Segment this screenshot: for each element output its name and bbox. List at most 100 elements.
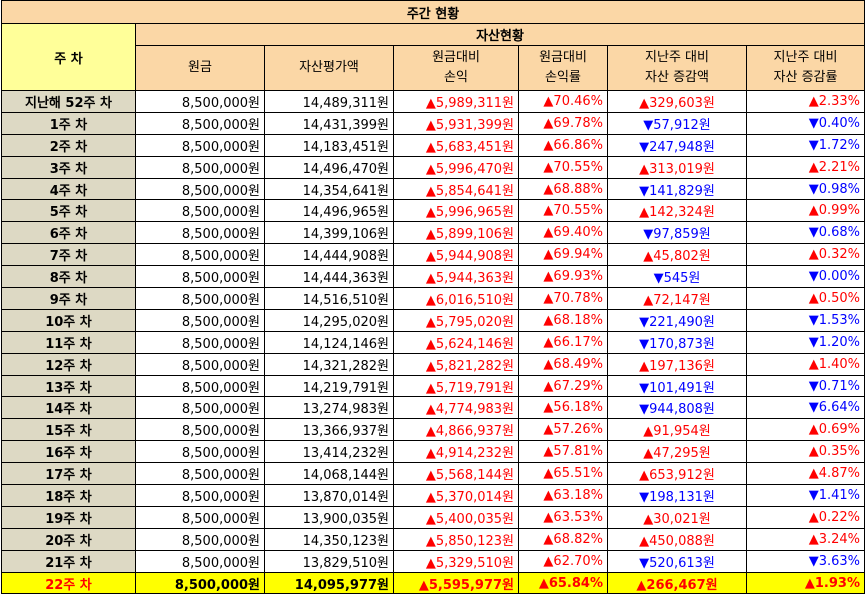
asset-value-cell: 14,516,510원 bbox=[264, 287, 394, 310]
profit-loss-rate-cell: ▲69.94% bbox=[518, 243, 608, 267]
week-label: 지난해 52주 차 bbox=[1, 90, 136, 113]
table-row: 20주 차 8,500,000원 14,350,123원 ▲5,850,123원 ▲68… bbox=[1, 527, 865, 551]
weekly-change-cell-value: 313,019원 bbox=[649, 161, 715, 177]
profit-loss-rate-cell-value: 69.78% bbox=[553, 115, 603, 131]
weekly-change-cell: ▼247,948원 bbox=[607, 133, 747, 157]
table-row: 8주 차 8,500,000원 14,444,363원 ▲5,944,363원 ▲69.… bbox=[1, 265, 865, 289]
profit-loss-cell: ▲5,595,977원 bbox=[393, 571, 519, 595]
profit-loss-cell-value: 5,795,020원 bbox=[435, 314, 514, 330]
down-arrow-icon: ▼ bbox=[808, 115, 819, 131]
asset-value-cell: 14,444,363원 bbox=[264, 265, 394, 289]
up-arrow-icon: ▲ bbox=[418, 577, 429, 593]
asset-value-cell: 14,068,144원 bbox=[264, 462, 394, 486]
profit-loss-cell-value: 4,866,937원 bbox=[435, 424, 514, 440]
table-row: 16주 차 8,500,000원 13,414,232원 ▲4,914,232원 ▲57… bbox=[1, 440, 865, 464]
up-arrow-icon: ▲ bbox=[543, 225, 554, 241]
profit-loss-cell: ▲5,370,014원 bbox=[393, 484, 519, 507]
weekly-change-cell-value: 329,603원 bbox=[649, 95, 715, 111]
table-row: 12주 차 8,500,000원 14,321,282원 ▲5,821,282원 ▲68… bbox=[1, 352, 865, 376]
profit-loss-cell-value: 5,568,144원 bbox=[435, 468, 514, 484]
week-label: 6주 차 bbox=[1, 221, 136, 245]
profit-loss-rate-cell-value: 70.46% bbox=[553, 93, 603, 109]
down-arrow-icon: ▼ bbox=[639, 139, 650, 155]
weekly-change-rate-cell-value: 0.22% bbox=[818, 509, 860, 525]
weekly-change-rate-cell: ▲1.93% bbox=[746, 571, 865, 595]
principal-cell: 8,500,000원 bbox=[135, 177, 265, 201]
asset-value-cell: 14,124,146원 bbox=[264, 330, 394, 354]
table-row: 19주 차 8,500,000원 13,900,035원 ▲5,400,035원 ▲63… bbox=[1, 505, 865, 529]
table-row: 17주 차 8,500,000원 14,068,144원 ▲5,568,144원 ▲65… bbox=[1, 462, 865, 486]
weekly-change-cell: ▲197,136원 bbox=[607, 352, 747, 376]
profit-loss-cell: ▲4,866,937원 bbox=[393, 418, 519, 442]
weekly-change-rate-cell: ▼6.64% bbox=[746, 396, 865, 420]
up-arrow-icon: ▲ bbox=[425, 511, 436, 527]
weekly-change-cell-value: 545원 bbox=[663, 271, 701, 287]
profit-loss-cell-value: 5,850,123원 bbox=[435, 533, 514, 549]
up-arrow-icon: ▲ bbox=[639, 533, 650, 549]
profit-loss-cell: ▲4,914,232원 bbox=[393, 440, 519, 464]
down-arrow-icon: ▼ bbox=[808, 137, 819, 153]
profit-loss-rate-cell-value: 63.53% bbox=[553, 509, 603, 525]
profit-loss-rate-cell: ▲68.82% bbox=[518, 527, 608, 551]
profit-loss-cell-value: 5,821,282원 bbox=[435, 358, 514, 374]
profit-loss-cell: ▲5,329,510원 bbox=[393, 549, 519, 573]
profit-loss-rate-cell: ▲65.51% bbox=[518, 462, 608, 486]
profit-loss-cell-value: 5,989,311원 bbox=[435, 95, 514, 111]
profit-loss-cell-value: 6,016,510원 bbox=[435, 292, 514, 308]
down-arrow-icon: ▼ bbox=[808, 269, 819, 285]
up-arrow-icon: ▲ bbox=[425, 183, 436, 199]
principal-cell: 8,500,000원 bbox=[135, 243, 265, 267]
weekly-change-cell-value: 101,491원 bbox=[649, 380, 715, 396]
weekly-change-cell-value: 97,859원 bbox=[653, 227, 711, 243]
asset-value-cell: 14,496,965원 bbox=[264, 199, 394, 223]
profit-loss-cell: ▲5,850,123원 bbox=[393, 527, 519, 551]
weekly-change-rate-cell-value: 0.40% bbox=[818, 115, 860, 131]
up-arrow-icon: ▲ bbox=[543, 269, 554, 285]
weekly-change-cell-value: 944,808원 bbox=[649, 402, 715, 418]
profit-loss-cell-value: 5,624,146원 bbox=[435, 336, 514, 352]
down-arrow-icon: ▼ bbox=[808, 312, 819, 328]
up-arrow-icon: ▲ bbox=[643, 292, 654, 308]
weekly-change-rate-cell: ▼0.68% bbox=[746, 221, 865, 245]
profit-loss-rate-cell: ▲66.17% bbox=[518, 330, 608, 354]
week-label: 7주 차 bbox=[1, 243, 136, 267]
up-arrow-icon: ▲ bbox=[543, 487, 554, 503]
weekly-change-cell-value: 247,948원 bbox=[649, 139, 715, 155]
weekly-change-cell: ▲91,954원 bbox=[607, 418, 747, 442]
table-row: 14주 차 8,500,000원 13,274,983원 ▲4,774,983원 ▲56… bbox=[1, 396, 865, 420]
up-arrow-icon: ▲ bbox=[543, 400, 554, 416]
weekly-change-rate-cell-value: 1.20% bbox=[818, 334, 860, 350]
profit-loss-rate-cell: ▲63.53% bbox=[518, 505, 608, 529]
weekly-change-cell-value: 91,954원 bbox=[653, 424, 711, 440]
asset-value-cell: 14,095,977원 bbox=[264, 571, 394, 595]
up-arrow-icon: ▲ bbox=[425, 161, 436, 177]
weekly-change-cell-value: 30,021원 bbox=[653, 511, 711, 527]
weekly-change-cell: ▼944,808원 bbox=[607, 396, 747, 420]
table-row: 15주 차 8,500,000원 13,366,937원 ▲4,866,937원 ▲57… bbox=[1, 418, 865, 442]
up-arrow-icon: ▲ bbox=[543, 444, 554, 460]
weekly-change-rate-cell: ▲0.22% bbox=[746, 505, 865, 529]
weekly-change-rate-cell-value: 0.71% bbox=[818, 378, 860, 394]
weekly-change-rate-cell: ▲3.24% bbox=[746, 527, 865, 551]
weekly-change-header: 지난주 대비 자산 증감액 bbox=[607, 45, 747, 91]
weekly-change-cell-value: 653,912원 bbox=[649, 468, 715, 484]
profit-loss-cell: ▲5,996,470원 bbox=[393, 155, 519, 179]
week-label: 12주 차 bbox=[1, 352, 136, 376]
weekly-change-rate-cell: ▲0.69% bbox=[746, 418, 865, 442]
asset-value-cell: 14,354,641원 bbox=[264, 177, 394, 201]
weekly-change-cell-value: 47,295원 bbox=[653, 446, 711, 462]
profit-loss-cell: ▲5,854,641원 bbox=[393, 177, 519, 201]
profit-loss-rate-cell-value: 66.86% bbox=[553, 137, 603, 153]
profit-loss-cell: ▲5,683,451원 bbox=[393, 133, 519, 157]
weekly-change-rate-cell: ▼0.71% bbox=[746, 374, 865, 398]
profit-loss-rate-cell: ▲65.84% bbox=[518, 571, 608, 595]
principal-cell: 8,500,000원 bbox=[135, 330, 265, 354]
asset-value-cell: 13,870,014원 bbox=[264, 484, 394, 507]
profit-loss-cell-value: 5,719,791원 bbox=[435, 380, 514, 396]
week-label: 8주 차 bbox=[1, 265, 136, 289]
up-arrow-icon: ▲ bbox=[808, 509, 819, 525]
up-arrow-icon: ▲ bbox=[808, 466, 819, 482]
principal-cell: 8,500,000원 bbox=[135, 199, 265, 223]
up-arrow-icon: ▲ bbox=[425, 336, 436, 352]
profit-loss-rate-cell: ▲70.78% bbox=[518, 287, 608, 310]
